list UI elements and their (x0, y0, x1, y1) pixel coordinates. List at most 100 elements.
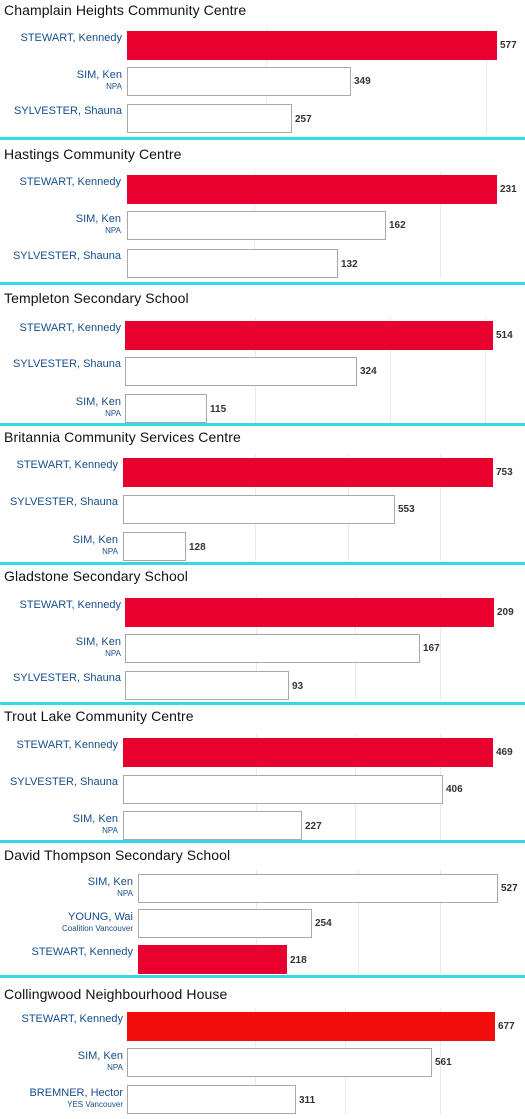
candidate-party: NPA (106, 82, 122, 91)
vote-count-label: 227 (305, 821, 322, 832)
vote-count-label: 231 (500, 184, 517, 195)
gridline (440, 171, 441, 278)
vote-bar (125, 357, 357, 386)
section-divider (0, 423, 525, 426)
candidate-name: STEWART, Kennedy (21, 1013, 124, 1025)
candidate-name: STEWART, Kennedy (16, 739, 119, 751)
candidate-label: STEWART, Kennedy (17, 739, 119, 752)
candidate-label: STEWART, Kennedy (32, 946, 134, 959)
poll-panel: Templeton Secondary School 514 STEWART, Ke… (0, 285, 525, 425)
candidate-label: SYLVESTER, Shauna (13, 672, 121, 685)
vote-bar (127, 31, 497, 60)
section-divider (0, 282, 525, 285)
vote-bar (127, 249, 338, 278)
candidate-name: SIM, Ken (77, 1050, 123, 1062)
poll-panel: Trout Lake Community Centre 469 STEWART, K… (0, 705, 525, 845)
candidate-name: SIM, Ken (75, 636, 121, 648)
candidate-label: SIM, Ken NPA (76, 396, 121, 419)
gridline (440, 454, 441, 561)
vote-count-label: 469 (496, 747, 513, 758)
candidate-label: STEWART, Kennedy (20, 599, 122, 612)
candidate-label: SYLVESTER, Shauna (13, 250, 121, 263)
gridline (486, 27, 487, 133)
poll-location-title: Templeton Secondary School (4, 290, 189, 306)
vote-bar (127, 1012, 495, 1041)
poll-location-title: Champlain Heights Community Centre (4, 2, 247, 18)
candidate-label: SYLVESTER, Shauna (14, 105, 122, 118)
vote-count-label: 514 (496, 330, 513, 341)
vote-bar (127, 1048, 432, 1077)
vote-count-label: 677 (498, 1021, 515, 1032)
vote-bar (123, 811, 302, 840)
vote-bar (123, 532, 186, 561)
vote-bar (127, 1085, 296, 1114)
candidate-label: SIM, Ken NPA (73, 534, 118, 557)
candidate-label: STEWART, Kennedy (20, 176, 122, 189)
poll-panel: Gladstone Secondary School 209 STEWART, Ke… (0, 565, 525, 705)
vote-count-label: 553 (398, 504, 415, 515)
candidate-party: Coalition Vancouver (61, 924, 133, 933)
vote-bar (138, 909, 312, 938)
candidate-name: BREMNER, Hector (29, 1087, 123, 1099)
candidate-name: SIM, Ken (72, 534, 118, 546)
vote-count-label: 311 (299, 1095, 316, 1106)
gridline (358, 870, 359, 974)
vote-count-label: 753 (496, 467, 513, 478)
vote-count-label: 218 (290, 955, 307, 966)
vote-bar (123, 775, 443, 804)
vote-bar (138, 874, 498, 903)
candidate-label: SYLVESTER, Shauna (13, 358, 121, 371)
candidate-label: STEWART, Kennedy (20, 322, 122, 335)
vote-bar (125, 394, 207, 423)
candidate-label: BREMNER, Hector YES Vancouver (29, 1087, 123, 1110)
candidate-name: SIM, Ken (87, 876, 133, 888)
vote-count-label: 132 (341, 259, 358, 270)
candidate-label: SYLVESTER, Shauna (10, 776, 118, 789)
section-divider (0, 975, 525, 978)
vote-count-label: 324 (360, 366, 377, 377)
candidate-label: STEWART, Kennedy (17, 459, 119, 472)
vote-bar (127, 175, 497, 204)
poll-location-title: Gladstone Secondary School (4, 568, 188, 584)
candidate-party: YES Vancouver (67, 1100, 123, 1109)
candidate-label: SIM, Ken NPA (77, 69, 122, 92)
poll-location-title: Britannia Community Services Centre (4, 429, 241, 445)
vote-count-label: 254 (315, 918, 332, 929)
candidate-name: STEWART, Kennedy (19, 599, 122, 611)
vote-count-label: 257 (295, 114, 312, 125)
candidate-party: NPA (102, 826, 118, 835)
candidate-name: SYLVESTER, Shauna (9, 776, 118, 788)
poll-location-title: David Thompson Secondary School (4, 847, 231, 863)
vote-bar (123, 495, 395, 524)
vote-bar (123, 738, 493, 767)
candidate-name: SIM, Ken (75, 396, 121, 408)
vote-bar (127, 211, 386, 240)
poll-panel: Collingwood Neighbourhood House 677 STEWAR… (0, 978, 525, 1118)
candidate-name: YOUNG, Wai (68, 911, 133, 923)
poll-panel: Britannia Community Services Centre 753 ST… (0, 426, 525, 566)
vote-count-label: 527 (501, 883, 518, 894)
section-divider (0, 137, 525, 140)
vote-bar (127, 67, 351, 96)
vote-count-label: 162 (389, 220, 406, 231)
vote-bar (125, 634, 420, 663)
candidate-label: SYLVESTER, Shauna (10, 496, 118, 509)
vote-bar (138, 945, 287, 974)
poll-panel: Hastings Community Centre 231 STEWART, Ken… (0, 140, 525, 280)
candidate-name: STEWART, Kennedy (20, 32, 123, 44)
gridline (485, 317, 486, 423)
candidate-name: SYLVESTER, Shauna (13, 105, 122, 117)
vote-bar (123, 458, 493, 487)
candidate-label: STEWART, Kennedy (22, 1013, 124, 1026)
vote-count-label: 93 (292, 681, 304, 692)
poll-location-title: Trout Lake Community Centre (4, 708, 194, 724)
vote-count-label: 115 (210, 404, 227, 415)
section-divider (0, 840, 525, 843)
candidate-label: STEWART, Kennedy (21, 32, 123, 45)
poll-panel: Champlain Heights Community Centre 577 STE… (0, 0, 525, 140)
candidate-name: SIM, Ken (72, 813, 118, 825)
candidate-name: SYLVESTER, Shauna (9, 496, 118, 508)
candidate-party: NPA (117, 889, 133, 898)
candidate-name: STEWART, Kennedy (16, 459, 119, 471)
